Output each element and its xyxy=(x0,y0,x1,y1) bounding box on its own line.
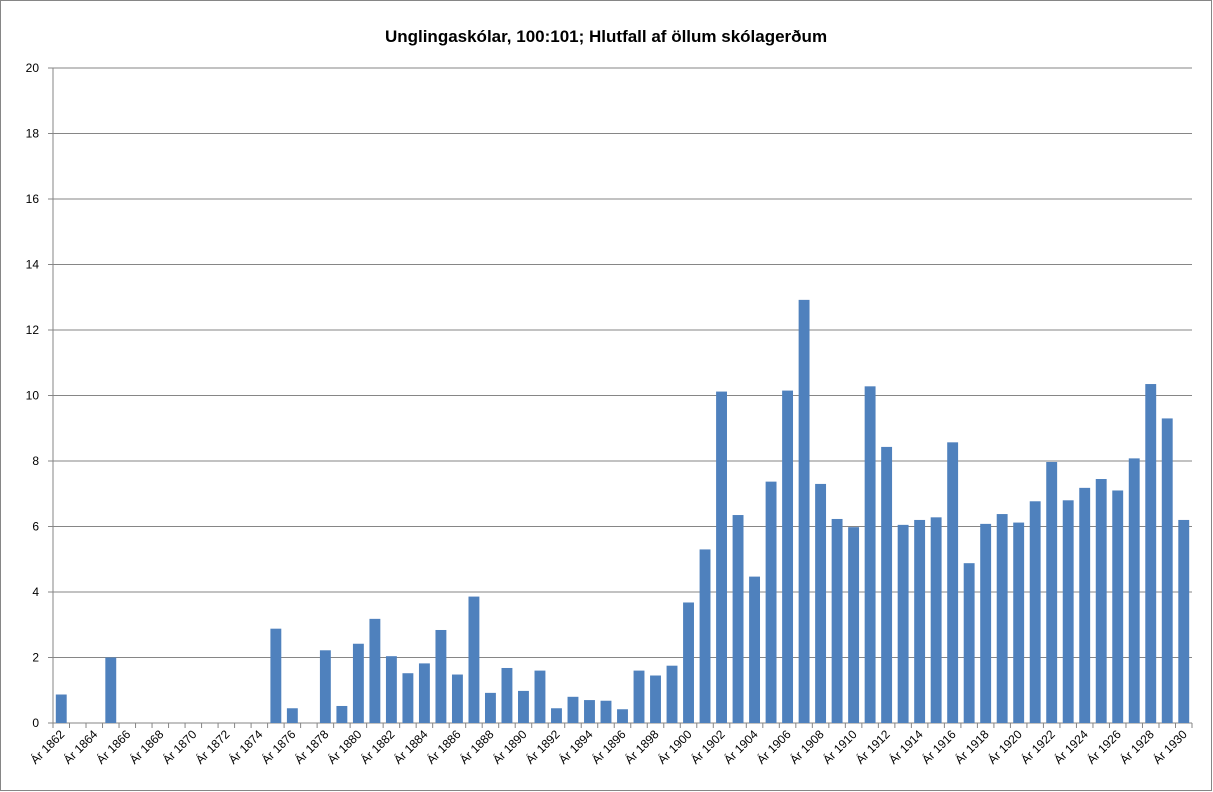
bar xyxy=(319,650,331,723)
bar xyxy=(105,657,117,723)
y-tick-label: 4 xyxy=(32,585,39,599)
bar xyxy=(732,515,744,723)
bar xyxy=(798,299,810,723)
bar xyxy=(650,675,661,723)
bar xyxy=(930,517,942,723)
bar xyxy=(402,673,414,723)
bar xyxy=(584,700,595,723)
y-tick-label: 18 xyxy=(26,127,40,141)
bar xyxy=(468,596,480,723)
bar xyxy=(716,391,727,723)
y-tick-label: 2 xyxy=(32,651,39,665)
bar xyxy=(1145,384,1157,723)
bar xyxy=(848,527,860,723)
bar xyxy=(881,446,893,723)
bar xyxy=(1095,479,1107,723)
bar xyxy=(996,514,1008,723)
bar xyxy=(1079,487,1091,723)
y-tick-label: 10 xyxy=(26,389,40,403)
bar xyxy=(831,518,843,723)
bar xyxy=(1178,519,1190,723)
bar xyxy=(1046,461,1058,723)
bar xyxy=(765,481,777,723)
bar xyxy=(286,708,298,723)
y-tick-label: 6 xyxy=(32,520,39,534)
bar xyxy=(963,563,975,723)
bar xyxy=(666,665,678,723)
bar xyxy=(270,628,282,723)
bar xyxy=(418,663,430,723)
bar xyxy=(914,519,926,723)
bar xyxy=(617,709,628,723)
bar xyxy=(699,549,711,723)
y-tick-label: 12 xyxy=(26,323,40,337)
bar xyxy=(947,442,959,723)
bar xyxy=(1029,501,1041,723)
bar xyxy=(749,576,761,723)
bar xyxy=(600,700,612,723)
bar xyxy=(897,524,909,723)
bar xyxy=(815,483,827,723)
bar xyxy=(385,656,397,723)
bar xyxy=(782,390,794,723)
bar xyxy=(501,667,513,723)
y-tick-label: 16 xyxy=(26,192,40,206)
bar xyxy=(1062,500,1074,723)
bar xyxy=(1013,522,1025,723)
bar xyxy=(55,694,67,723)
bar xyxy=(1112,490,1124,723)
bar xyxy=(534,670,546,723)
bar xyxy=(1161,418,1173,723)
bar xyxy=(451,674,463,723)
y-tick-label: 8 xyxy=(32,454,39,468)
bar xyxy=(980,523,992,723)
bar xyxy=(435,629,447,723)
y-tick-label: 0 xyxy=(32,716,39,730)
y-tick-label: 14 xyxy=(26,258,40,272)
bar xyxy=(336,705,348,723)
chart-title: Unglingaskólar, 100:101; Hlutfall af öll… xyxy=(385,27,827,46)
bar xyxy=(633,670,645,723)
bar xyxy=(683,602,694,723)
bar xyxy=(518,690,529,723)
bar xyxy=(551,708,562,723)
bar xyxy=(864,386,876,723)
bar xyxy=(484,692,496,723)
bar xyxy=(352,643,364,723)
bar xyxy=(1128,458,1140,723)
bar xyxy=(369,618,381,723)
bar xyxy=(567,696,579,723)
y-tick-label: 20 xyxy=(26,61,40,75)
